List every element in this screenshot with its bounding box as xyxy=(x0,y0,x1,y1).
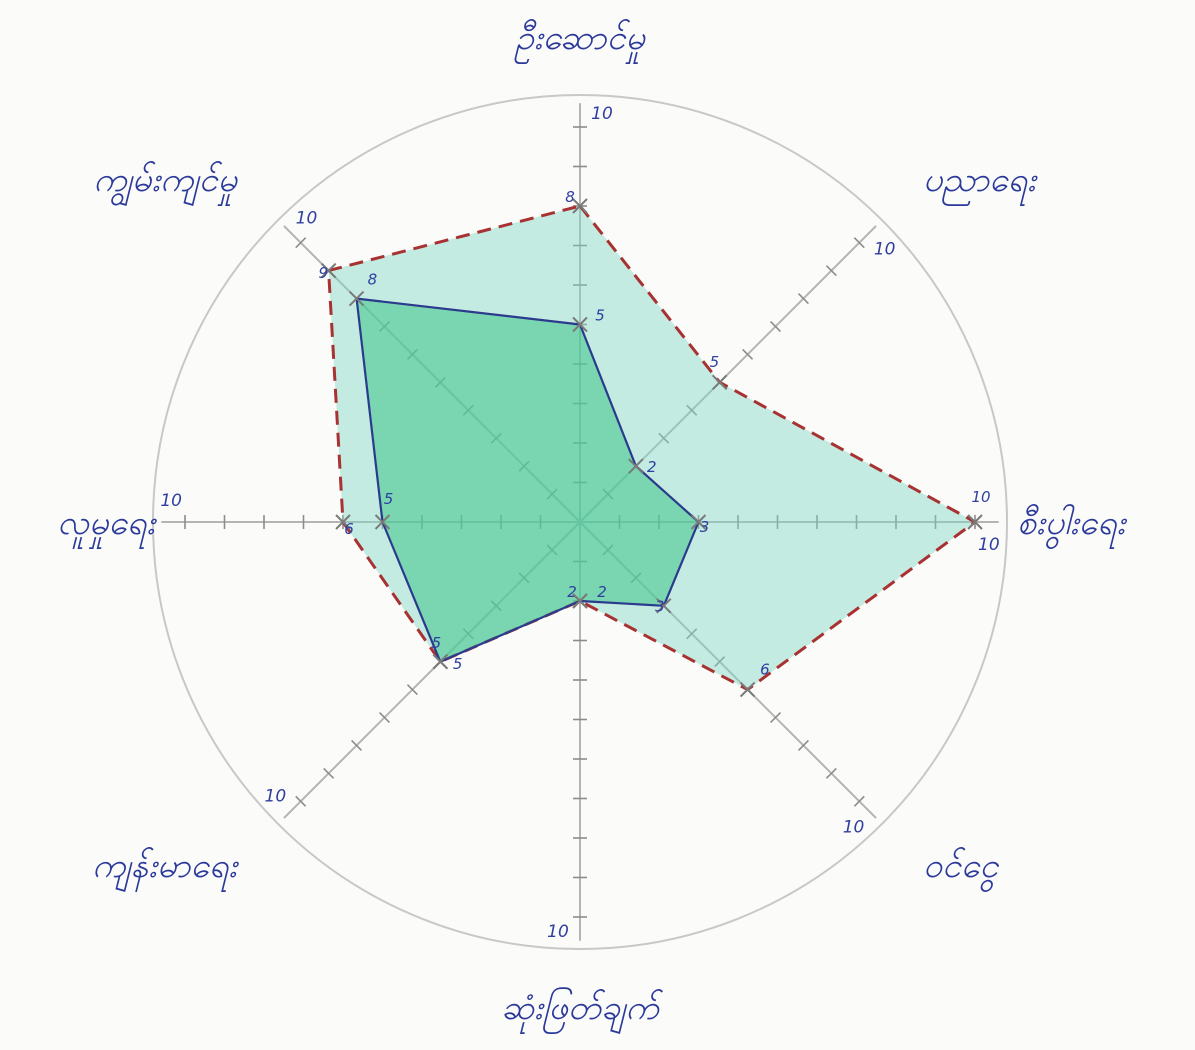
axis-tick-1-7 xyxy=(769,320,782,333)
axis-tick-3-5 xyxy=(714,656,726,668)
series-0-point-2 xyxy=(690,514,707,530)
labels-layer: ဦးဆောင်မှုပညာရေးစီးပွါးရေးဝင်ငွေဆုံးဖြတ်… xyxy=(57,18,1128,1034)
axis-max-label-5: 10 xyxy=(265,787,287,807)
axis-label-4: ဆုံးဖြတ်ချက် xyxy=(501,987,664,1034)
series-0-point-label-6: 5 xyxy=(384,490,394,508)
axis-tick-1-4 xyxy=(686,404,698,416)
series-1-point-label-0: 8 xyxy=(565,188,575,206)
series-0-point-3 xyxy=(656,598,672,614)
series-0-point-1 xyxy=(628,458,644,474)
series-1-point-label-4: 2 xyxy=(597,583,607,601)
axis-max-label-7: 10 xyxy=(296,208,318,228)
axis-tick-1-8 xyxy=(797,293,809,305)
series-0-point-0 xyxy=(572,316,588,333)
series-0-point-6 xyxy=(374,514,391,530)
series-1-point-label-3: 6 xyxy=(760,660,770,678)
series-1-point-label-6: 6 xyxy=(344,520,354,538)
series-1-point-6 xyxy=(335,514,351,530)
axis-tick-3-9 xyxy=(825,767,837,779)
axis-tick-3-8 xyxy=(797,739,809,751)
series-1-point-2 xyxy=(967,514,983,530)
axis-tick-1-9 xyxy=(825,265,837,277)
axis-label-0: ဦးဆောင်မှု xyxy=(514,18,646,64)
series-1-point-3 xyxy=(739,681,756,698)
series-1-point-5 xyxy=(432,653,449,670)
series-1-point-label-1: 5 xyxy=(710,353,720,371)
series-0-point-7 xyxy=(348,290,365,307)
axis-tick-5-6 xyxy=(406,684,418,696)
axis-tick-7-10 xyxy=(295,237,307,249)
series-1-point-0 xyxy=(572,198,588,214)
axis-label-7: ကျွမ်းကျင်မှု xyxy=(93,160,238,206)
axis-label-2: စီးပွါးရေး xyxy=(1017,503,1128,549)
series-1-point-label-7: 9 xyxy=(319,264,329,282)
axis-label-1: ပညာရေး xyxy=(923,160,1038,206)
axis-tick-5-8 xyxy=(351,739,363,751)
series-0-point-label-4: 2 xyxy=(567,583,577,601)
series-0-point-label-7: 8 xyxy=(368,271,378,289)
axis-tick-3-10 xyxy=(853,795,865,807)
outer-circle xyxy=(152,94,1008,950)
axis-max-label-2: 10 xyxy=(978,535,1000,555)
axis-label-6: လူမှုရေး xyxy=(57,503,157,549)
axis-tick-1-10 xyxy=(853,237,865,249)
series-1-point-label-2: 10 xyxy=(971,488,990,506)
series-0-point-label-1: 2 xyxy=(647,458,657,476)
axis-max-label-0: 10 xyxy=(591,104,613,124)
series-0-point-label-2: 3 xyxy=(700,518,710,536)
axis-tick-1-6 xyxy=(742,348,754,360)
series-1-point-1 xyxy=(711,374,728,391)
axis-max-label-3: 10 xyxy=(843,818,865,838)
axis-tick-3-4 xyxy=(686,628,698,640)
axis-label-3: ဝင်ငွေ xyxy=(923,846,999,892)
series-0-point-label-5: 5 xyxy=(432,634,442,652)
axis-max-label-4: 10 xyxy=(547,922,569,942)
series-1-point-label-5: 5 xyxy=(453,655,463,673)
series-0-point-label-0: 5 xyxy=(595,307,605,325)
series-0-point-label-3: 3 xyxy=(655,598,665,616)
axis-tick-3-7 xyxy=(769,711,782,724)
axis-label-5: ကျန်းမာရေး xyxy=(92,846,239,892)
axis-tick-5-7 xyxy=(378,711,391,724)
axis-tick-5-9 xyxy=(323,767,335,779)
series-1-point-4 xyxy=(572,593,588,609)
series-1-point-7 xyxy=(320,262,337,279)
axis-max-label-1: 10 xyxy=(874,239,896,259)
axis-max-label-6: 10 xyxy=(160,491,182,511)
axis-tick-1-3 xyxy=(658,432,670,444)
axis-tick-5-10 xyxy=(295,795,307,807)
